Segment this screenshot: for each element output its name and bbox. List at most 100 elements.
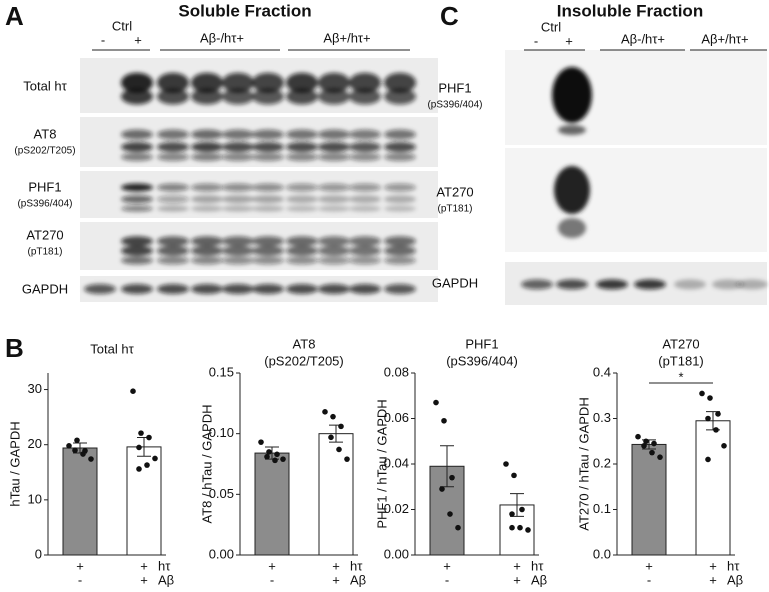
chart-subtitle: (pS396/404) — [446, 353, 518, 368]
band — [252, 129, 284, 140]
chart-title: Total hτ — [90, 341, 134, 356]
condition-label: hτ — [158, 558, 171, 573]
blot-bands — [121, 183, 416, 212]
y-tick-label: 0.2 — [593, 455, 611, 470]
band — [556, 279, 588, 290]
band — [384, 205, 416, 212]
band — [286, 256, 318, 265]
band — [157, 72, 189, 93]
band — [552, 67, 592, 123]
bar — [631, 443, 667, 556]
band — [121, 72, 153, 93]
band — [252, 256, 284, 265]
band — [121, 284, 153, 294]
condition-sign: + — [513, 558, 521, 573]
band — [554, 166, 590, 214]
band — [384, 183, 416, 192]
chart-subtitle: (pS202/T205) — [264, 353, 344, 368]
band — [349, 88, 381, 105]
y-tick-label: 0.1 — [593, 501, 611, 516]
band — [157, 88, 189, 105]
band — [222, 142, 254, 152]
data-point — [344, 456, 350, 462]
band — [318, 256, 350, 265]
band — [252, 88, 284, 105]
band — [252, 72, 284, 93]
significance-label: * — [678, 369, 683, 384]
condition-label: hτ — [350, 558, 363, 573]
band — [121, 256, 153, 265]
panel-letter: A — [5, 1, 24, 31]
data-point — [447, 511, 453, 517]
band — [191, 284, 223, 294]
band — [384, 88, 416, 105]
band — [191, 205, 223, 212]
condition-label: Aβ — [531, 572, 547, 587]
data-point — [439, 486, 445, 492]
bar — [254, 452, 290, 556]
condition-sign: + — [513, 572, 521, 587]
blot-bands — [521, 279, 768, 290]
band — [157, 129, 189, 140]
panel-title: Insoluble Fraction — [557, 1, 703, 20]
y-tick-label: 0.10 — [209, 425, 234, 440]
band — [286, 72, 318, 93]
band — [384, 142, 416, 152]
band — [157, 256, 189, 265]
band — [191, 129, 223, 140]
band — [558, 218, 586, 238]
band — [349, 142, 381, 152]
condition-sign: + — [645, 558, 653, 573]
band — [634, 279, 666, 290]
lane-label: + — [134, 32, 142, 47]
chart-title: AT270 — [662, 336, 699, 351]
y-tick-label: 0.06 — [384, 410, 409, 425]
blot-bands — [552, 67, 592, 238]
band — [384, 195, 416, 204]
data-point — [713, 427, 719, 433]
band — [349, 195, 381, 204]
band — [521, 279, 553, 290]
condition-sign: + — [443, 558, 451, 573]
data-point — [705, 415, 711, 422]
band — [286, 142, 318, 152]
y-tick-label: 0.00 — [384, 546, 409, 561]
band — [157, 245, 189, 256]
band — [286, 129, 318, 140]
band — [252, 195, 284, 204]
band — [318, 129, 350, 140]
blot-bands — [84, 284, 416, 294]
band — [252, 183, 284, 192]
lane-label: Aβ+/hτ+ — [323, 30, 370, 45]
data-point — [146, 434, 152, 441]
row-sublabel: (pT181) — [437, 204, 472, 215]
data-point — [509, 511, 515, 517]
y-tick-label: 0.04 — [384, 455, 409, 470]
data-point — [649, 449, 655, 456]
condition-sign: + — [76, 558, 84, 573]
data-point — [72, 447, 78, 454]
lane-label: Ctrl — [112, 18, 132, 33]
band — [384, 284, 416, 294]
blots — [80, 50, 768, 305]
band — [191, 153, 223, 161]
data-point — [525, 527, 531, 533]
data-point — [657, 454, 663, 460]
band — [286, 183, 318, 192]
y-axis-label: AT8 / hTau / GAPDH — [199, 405, 214, 524]
y-tick-label: 0.00 — [209, 546, 234, 561]
band — [384, 236, 416, 247]
lane-label: Aβ-/hτ+ — [621, 31, 665, 46]
band — [157, 195, 189, 204]
band — [286, 245, 318, 256]
panel-title: Soluble Fraction — [178, 1, 311, 20]
lane-label: + — [565, 33, 573, 48]
condition-label: hτ — [727, 558, 740, 573]
band — [84, 284, 116, 294]
band — [157, 142, 189, 152]
condition-label: Aβ — [350, 572, 366, 587]
data-point — [274, 451, 280, 458]
row-label: AT270 — [436, 184, 473, 199]
lane-label: Aβ+/hτ+ — [701, 31, 748, 46]
